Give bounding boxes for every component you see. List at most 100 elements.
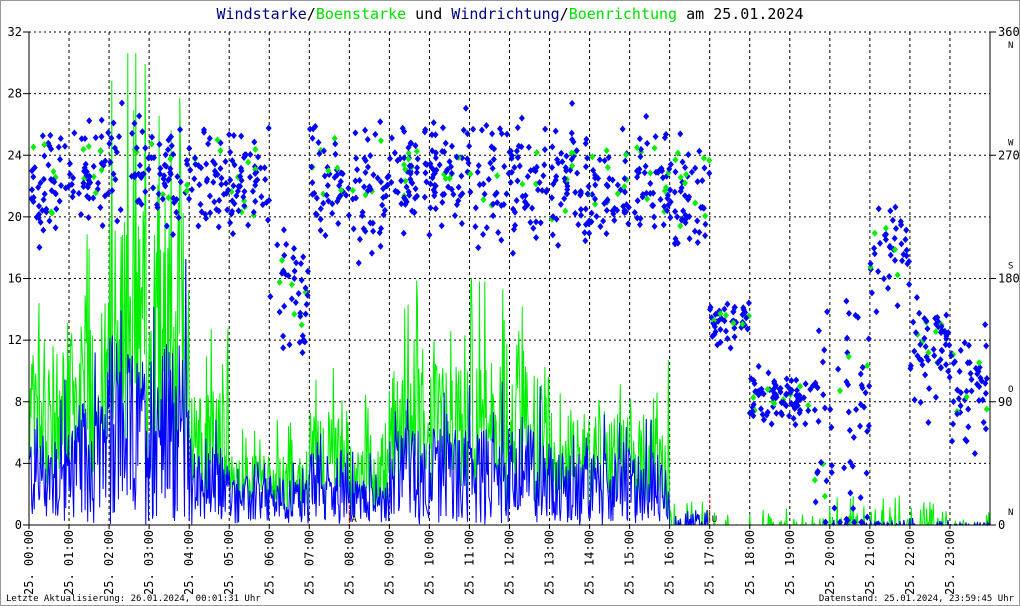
- wind-direction-point: [258, 193, 265, 201]
- wind-direction-point: [472, 204, 479, 212]
- gust-direction-point: [717, 310, 724, 318]
- wind-direction-point: [706, 169, 713, 177]
- gust-direction-point: [692, 199, 699, 207]
- wind-direction-point: [921, 334, 928, 342]
- gust-direction-point: [604, 163, 611, 171]
- gust-direction-point: [405, 155, 412, 163]
- wind-direction-point: [821, 404, 828, 412]
- wind-direction-point: [811, 406, 818, 414]
- wind-direction-point: [211, 198, 218, 206]
- wind-direction-point: [43, 208, 50, 216]
- wind-direction-point: [105, 129, 112, 137]
- wind-direction-point: [930, 345, 937, 353]
- wind-direction-point: [70, 174, 77, 182]
- wind-direction-point: [169, 230, 176, 238]
- wind-direction-point: [611, 204, 618, 212]
- wind-direction-point: [401, 127, 408, 135]
- wind-direction-point: [35, 183, 42, 191]
- wind-direction-point: [694, 238, 701, 246]
- wind-direction-point: [227, 176, 234, 184]
- wind-direction-point: [249, 187, 256, 195]
- wind-direction-point: [518, 114, 525, 122]
- wind-direction-point: [497, 125, 504, 133]
- wind-direction-point: [283, 240, 290, 248]
- wind-direction-point: [943, 311, 950, 319]
- wind-direction-point: [495, 228, 502, 236]
- wind-direction-point: [660, 221, 667, 229]
- wind-direction-point: [320, 199, 327, 207]
- sun-marker-label: A: [351, 515, 357, 525]
- wind-direction-point: [521, 204, 528, 212]
- wind-direction-point: [604, 182, 611, 190]
- wind-direction-point: [674, 213, 681, 221]
- wind-direction-point: [501, 162, 508, 170]
- wind-direction-point: [136, 161, 143, 169]
- wind-direction-point: [513, 147, 520, 155]
- gust-direction-point: [771, 400, 778, 408]
- wind-direction-point: [376, 229, 383, 237]
- wind-direction-point: [383, 182, 390, 190]
- wind-direction-point: [942, 341, 949, 349]
- wind-direction-point: [724, 335, 731, 343]
- wind-direction-point: [329, 209, 336, 217]
- wind-direction-point: [262, 176, 269, 184]
- wind-direction-point: [175, 214, 182, 222]
- wind-direction-point: [601, 157, 608, 165]
- wind-direction-point: [304, 267, 311, 275]
- wind-direction-point: [188, 186, 195, 194]
- wind-direction-point: [55, 143, 62, 151]
- gust-direction-point: [681, 179, 688, 187]
- wind-direction-point: [110, 170, 117, 178]
- wind-direction-point: [412, 185, 419, 193]
- wind-direction-point: [771, 379, 778, 387]
- wind-direction-point: [439, 124, 446, 132]
- y2-tick-label: 90: [998, 395, 1012, 409]
- wind-direction-point: [678, 216, 685, 224]
- wind-direction-point: [562, 164, 569, 172]
- x-tick-label: 25. 03:00: [142, 530, 156, 595]
- wind-direction-point: [466, 142, 473, 150]
- wind-direction-point: [971, 450, 978, 458]
- wind-direction-point: [786, 412, 793, 420]
- wind-direction-point: [846, 426, 853, 434]
- gust-direction-point: [592, 200, 599, 208]
- wind-direction-point: [664, 207, 671, 215]
- wind-direction-point: [659, 167, 666, 175]
- wind-direction-point: [701, 164, 708, 172]
- wind-direction-point: [891, 234, 898, 242]
- wind-direction-point: [230, 132, 237, 140]
- wind-direction-point: [760, 416, 767, 424]
- wind-direction-point: [356, 235, 363, 243]
- wind-direction-point: [674, 239, 681, 247]
- gust-direction-point: [252, 145, 259, 153]
- wind-direction-point: [862, 389, 869, 397]
- wind-direction-point: [572, 188, 579, 196]
- wind-direction-point: [28, 167, 35, 175]
- wind-direction-point: [337, 192, 344, 200]
- wind-direction-point: [631, 209, 638, 217]
- wind-direction-point: [898, 240, 905, 248]
- wind-direction-point: [381, 206, 388, 214]
- wind-direction-point: [851, 518, 858, 526]
- wind-direction-point: [577, 206, 584, 214]
- wind-direction-point: [549, 231, 556, 239]
- wind-direction-point: [476, 181, 483, 189]
- wind-direction-point: [186, 144, 193, 152]
- gust-direction-point: [864, 362, 871, 370]
- wind-direction-point: [549, 143, 556, 151]
- wind-direction-point: [581, 229, 588, 237]
- wind-direction-point: [917, 398, 924, 406]
- wind-direction-point: [783, 375, 790, 383]
- wind-direction-point: [949, 437, 956, 445]
- wind-direction-point: [370, 171, 377, 179]
- wind-direction-point: [432, 182, 439, 190]
- wind-direction-point: [364, 135, 371, 143]
- wind-direction-point: [41, 152, 48, 160]
- x-tick-label: 25. 07:00: [302, 530, 316, 595]
- y-tick-label: 32: [8, 25, 22, 39]
- wind-direction-point: [636, 221, 643, 229]
- wind-direction-point: [976, 396, 983, 404]
- wind-direction-point: [717, 326, 724, 334]
- wind-direction-point: [582, 205, 589, 213]
- wind-direction-point: [592, 181, 599, 189]
